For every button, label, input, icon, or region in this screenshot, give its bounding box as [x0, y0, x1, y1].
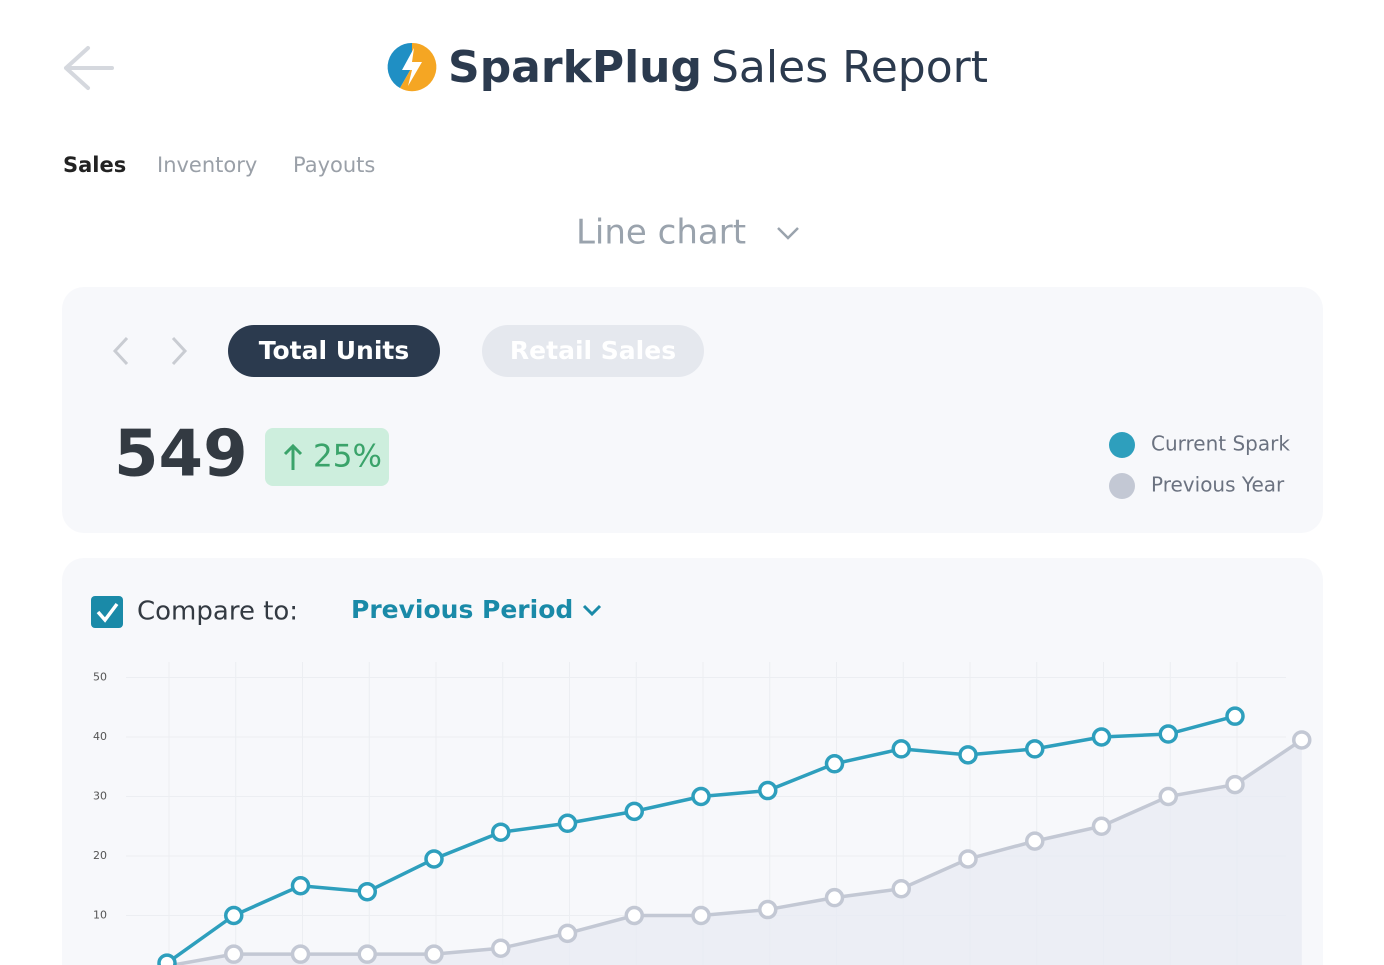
point	[357, 881, 377, 902]
point	[1292, 730, 1312, 750]
view-selector[interactable]: Line chart	[576, 213, 746, 253]
toggle-label: Retail Sales	[510, 336, 676, 365]
point	[557, 813, 578, 834]
toggle-active[interactable]	[228, 325, 440, 377]
up-arrow	[283, 443, 303, 470]
point	[1091, 816, 1112, 836]
next-button[interactable]	[171, 336, 188, 366]
point	[1091, 727, 1112, 747]
point	[824, 887, 845, 908]
point	[691, 905, 711, 926]
point	[424, 944, 444, 964]
point	[1225, 706, 1245, 726]
point	[290, 876, 311, 896]
page-title: Sales Report	[711, 42, 988, 93]
point	[224, 944, 244, 964]
point	[157, 953, 177, 965]
area	[173, 739, 1302, 965]
point	[491, 822, 511, 842]
metric-change: 25%	[313, 439, 382, 475]
legend-label: Previous Year	[1151, 473, 1285, 497]
point	[357, 944, 377, 964]
point	[1025, 739, 1045, 759]
point	[1158, 786, 1178, 807]
line	[166, 738, 1303, 965]
chevron	[777, 227, 799, 240]
checkmark	[96, 602, 119, 623]
point	[958, 745, 978, 765]
y-tick-label: 40	[93, 730, 107, 743]
legend-swatch	[1109, 432, 1135, 458]
metric-value: 549	[114, 418, 248, 492]
y-tick-label: 50	[93, 671, 107, 684]
chevron	[582, 604, 602, 617]
point	[758, 780, 778, 801]
point	[624, 905, 644, 926]
summary-card	[62, 287, 1323, 533]
point	[824, 754, 845, 774]
tab[interactable]: Sales	[63, 153, 126, 177]
point	[1025, 831, 1045, 851]
point	[958, 849, 978, 869]
point	[224, 905, 244, 926]
tab[interactable]: Inventory	[157, 153, 257, 177]
point	[891, 878, 911, 899]
y-tick-label: 20	[93, 849, 107, 862]
back-button[interactable]	[64, 46, 114, 90]
checkbox[interactable]	[91, 596, 123, 628]
toggle-label: Total Units	[259, 336, 410, 365]
point	[557, 923, 578, 944]
point	[290, 944, 311, 964]
toggle[interactable]	[482, 325, 704, 377]
point	[1158, 724, 1178, 744]
legend-label: Current Spark	[1151, 432, 1290, 456]
change-badge	[265, 428, 389, 486]
point	[1225, 774, 1245, 795]
point	[758, 899, 778, 920]
plot: 10 20 30 40 50	[93, 662, 1312, 965]
point	[624, 801, 644, 822]
y-tick-label: 30	[93, 790, 107, 803]
logo-icon	[387, 42, 437, 92]
brand: SparkPlug	[448, 42, 702, 93]
y-tick-label: 10	[93, 909, 107, 922]
point	[424, 849, 444, 869]
tab[interactable]: Payouts	[293, 153, 375, 177]
point	[891, 739, 911, 759]
point	[491, 938, 511, 958]
prev-button[interactable]	[112, 336, 129, 366]
legend: Current Spark Previous Year	[1109, 432, 1290, 499]
compare-option[interactable]: Previous Period	[351, 595, 573, 624]
point	[691, 786, 711, 807]
compare-label: Compare to:	[137, 597, 298, 627]
legend-swatch	[1109, 473, 1135, 499]
